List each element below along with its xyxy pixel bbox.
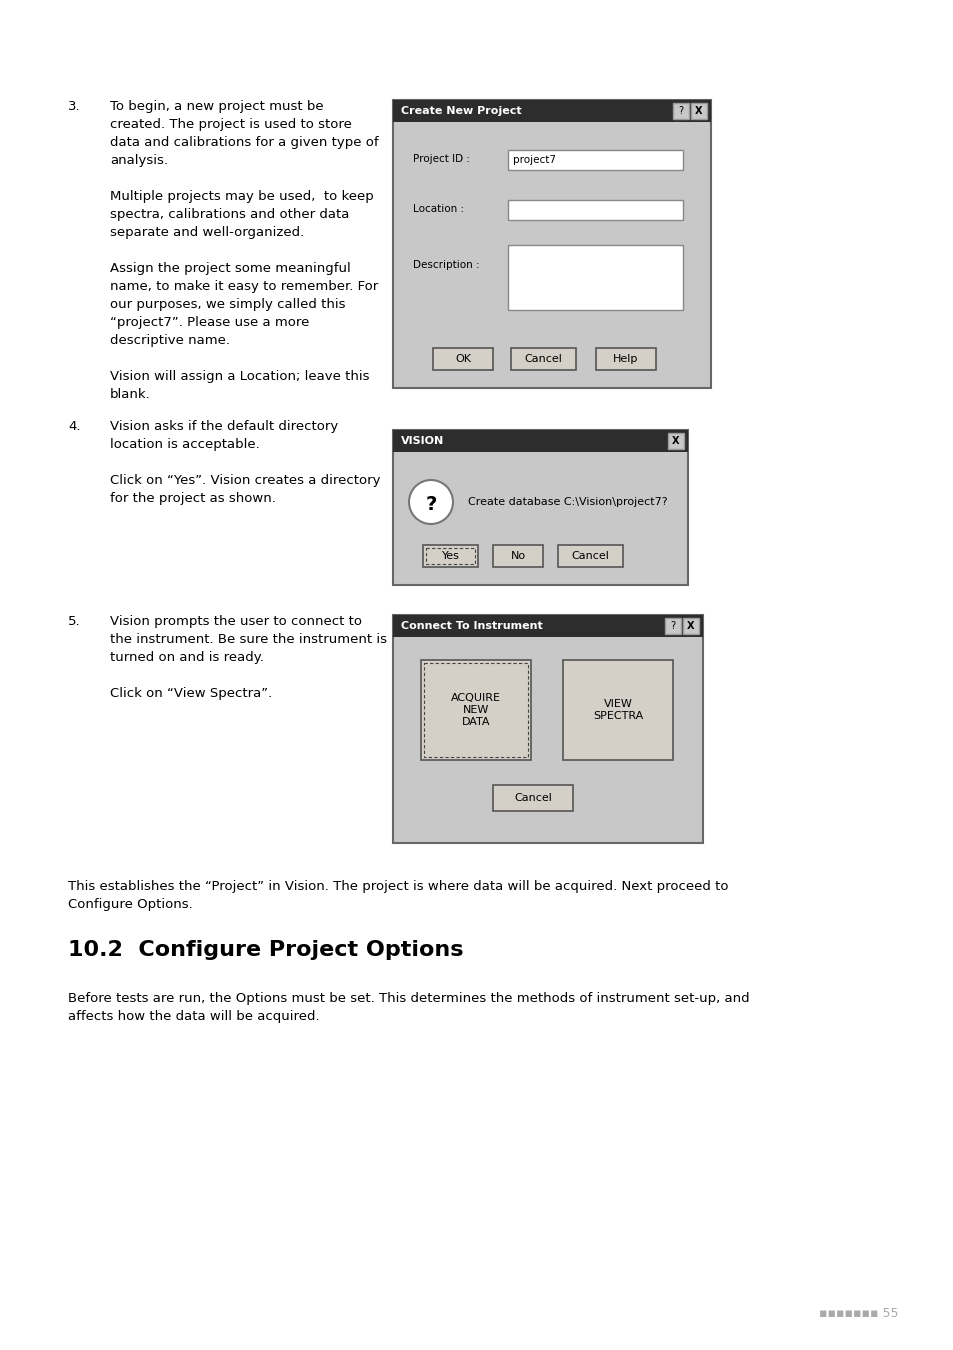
- Text: Vision prompts the user to connect to: Vision prompts the user to connect to: [110, 616, 361, 628]
- Text: name, to make it easy to remember. For: name, to make it easy to remember. For: [110, 279, 377, 293]
- Text: Connect To Instrument: Connect To Instrument: [400, 621, 542, 630]
- Bar: [511, 348, 576, 370]
- Bar: [393, 100, 710, 387]
- Text: location is acceptable.: location is acceptable.: [110, 437, 259, 451]
- Bar: [393, 616, 702, 842]
- Text: affects how the data will be acquired.: affects how the data will be acquired.: [68, 1010, 319, 1023]
- Text: ?: ?: [425, 494, 436, 513]
- Bar: [682, 618, 699, 634]
- Text: No: No: [510, 551, 525, 562]
- Bar: [426, 548, 475, 564]
- Text: This establishes the “Project” in Vision. The project is where data will be acqu: This establishes the “Project” in Vision…: [68, 880, 728, 892]
- Text: Help: Help: [613, 354, 638, 364]
- Text: for the project as shown.: for the project as shown.: [110, 491, 275, 505]
- Bar: [667, 433, 683, 450]
- Text: Click on “View Spectra”.: Click on “View Spectra”.: [110, 687, 272, 701]
- Text: our purposes, we simply called this: our purposes, we simply called this: [110, 298, 345, 311]
- Text: Project ID :: Project ID :: [413, 154, 470, 163]
- Bar: [393, 616, 702, 637]
- Text: Create New Project: Create New Project: [400, 107, 521, 116]
- Text: Cancel: Cancel: [524, 354, 562, 364]
- Text: Before tests are run, the Options must be set. This determines the methods of in: Before tests are run, the Options must b…: [68, 992, 749, 1004]
- Text: X: X: [686, 621, 694, 630]
- Text: ▪▪▪▪▪▪▪ 55: ▪▪▪▪▪▪▪ 55: [819, 1307, 898, 1320]
- Text: Assign the project some meaningful: Assign the project some meaningful: [110, 262, 351, 275]
- Text: the instrument. Be sure the instrument is: the instrument. Be sure the instrument i…: [110, 633, 387, 647]
- Text: descriptive name.: descriptive name.: [110, 333, 230, 347]
- Text: 5.: 5.: [68, 616, 81, 628]
- Text: ?: ?: [678, 107, 683, 116]
- Text: Location :: Location :: [413, 204, 464, 215]
- Bar: [562, 660, 672, 760]
- Bar: [664, 618, 680, 634]
- Text: “project7”. Please use a more: “project7”. Please use a more: [110, 316, 309, 329]
- Text: Vision asks if the default directory: Vision asks if the default directory: [110, 420, 338, 433]
- Bar: [433, 348, 493, 370]
- Text: Click on “Yes”. Vision creates a directory: Click on “Yes”. Vision creates a directo…: [110, 474, 380, 487]
- Text: Create database C:\Vision\project7?: Create database C:\Vision\project7?: [468, 497, 667, 508]
- Text: project7: project7: [513, 155, 556, 165]
- Text: Description :: Description :: [413, 261, 479, 270]
- Circle shape: [409, 481, 453, 524]
- Text: To begin, a new project must be: To begin, a new project must be: [110, 100, 323, 113]
- Bar: [507, 150, 682, 170]
- Text: blank.: blank.: [110, 387, 151, 401]
- Text: analysis.: analysis.: [110, 154, 168, 167]
- Text: X: X: [672, 436, 679, 446]
- Text: turned on and is ready.: turned on and is ready.: [110, 651, 264, 664]
- Bar: [423, 663, 527, 757]
- Bar: [558, 545, 622, 567]
- Bar: [420, 660, 531, 760]
- Text: Cancel: Cancel: [514, 792, 552, 803]
- Text: OK: OK: [455, 354, 471, 364]
- Text: ?: ?: [670, 621, 675, 630]
- Text: Cancel: Cancel: [571, 551, 609, 562]
- Text: 3.: 3.: [68, 100, 81, 113]
- Bar: [672, 103, 688, 119]
- Text: 10.2  Configure Project Options: 10.2 Configure Project Options: [68, 940, 463, 960]
- Text: Configure Options.: Configure Options.: [68, 898, 193, 911]
- Bar: [393, 431, 687, 452]
- Text: Multiple projects may be used,  to keep: Multiple projects may be used, to keep: [110, 190, 374, 202]
- Text: X: X: [695, 107, 702, 116]
- Bar: [596, 348, 656, 370]
- Text: VIEW
SPECTRA: VIEW SPECTRA: [592, 699, 642, 721]
- Bar: [393, 431, 687, 585]
- Text: 4.: 4.: [68, 420, 80, 433]
- Bar: [507, 200, 682, 220]
- Text: separate and well-organized.: separate and well-organized.: [110, 225, 304, 239]
- Text: data and calibrations for a given type of: data and calibrations for a given type o…: [110, 136, 378, 148]
- Text: Vision will assign a Location; leave this: Vision will assign a Location; leave thi…: [110, 370, 369, 383]
- Text: Yes: Yes: [441, 551, 459, 562]
- Text: VISION: VISION: [400, 436, 444, 446]
- Bar: [493, 784, 573, 811]
- Bar: [493, 545, 542, 567]
- Bar: [507, 244, 682, 310]
- Bar: [393, 100, 710, 122]
- Bar: [422, 545, 477, 567]
- Text: ACQUIRE
NEW
DATA: ACQUIRE NEW DATA: [451, 694, 500, 726]
- Text: spectra, calibrations and other data: spectra, calibrations and other data: [110, 208, 349, 221]
- Bar: [690, 103, 706, 119]
- Text: created. The project is used to store: created. The project is used to store: [110, 117, 352, 131]
